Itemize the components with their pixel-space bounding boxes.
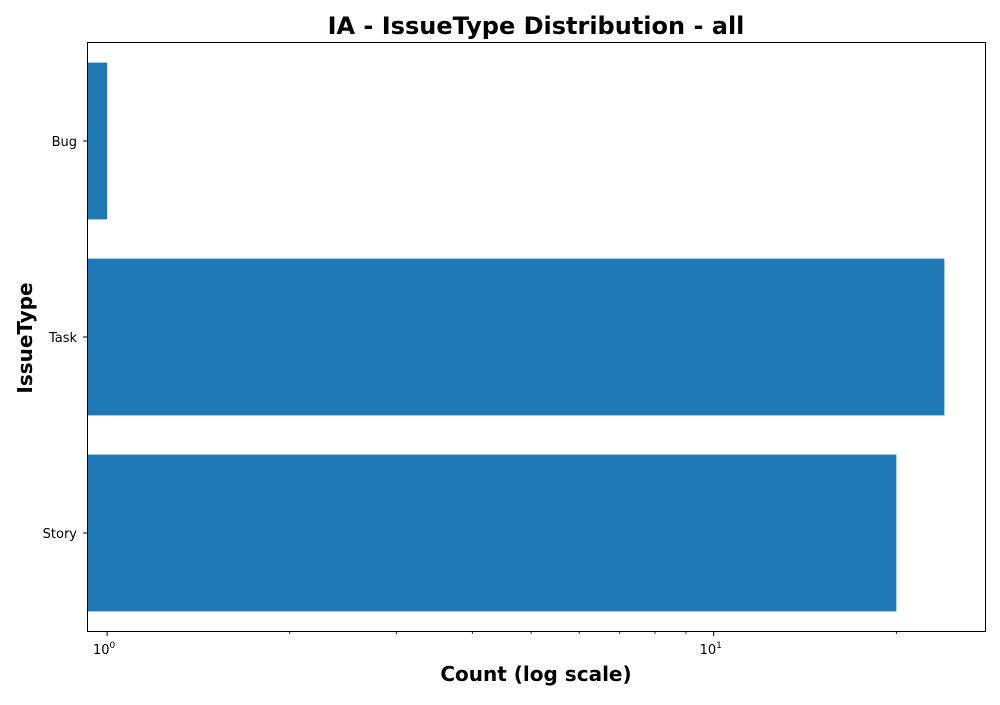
chart-title: IA - IssueType Distribution - all — [328, 12, 745, 40]
y-tick-label: Story — [43, 527, 78, 542]
y-tick-label: Task — [48, 331, 78, 346]
bar-task — [88, 258, 945, 416]
x-tick-label: 101 — [700, 641, 722, 658]
y-tick-label: Bug — [52, 135, 77, 150]
ticks-layer: Bug Task Story 100 101 — [43, 135, 897, 658]
x-tick-label: 100 — [93, 641, 116, 658]
bars-layer — [88, 62, 945, 612]
x-axis-label: Count (log scale) — [440, 662, 631, 686]
plot-frame — [87, 42, 986, 632]
bar-story — [88, 454, 897, 612]
y-axis-label: IssueType — [13, 282, 37, 393]
bar-bug — [88, 62, 108, 220]
